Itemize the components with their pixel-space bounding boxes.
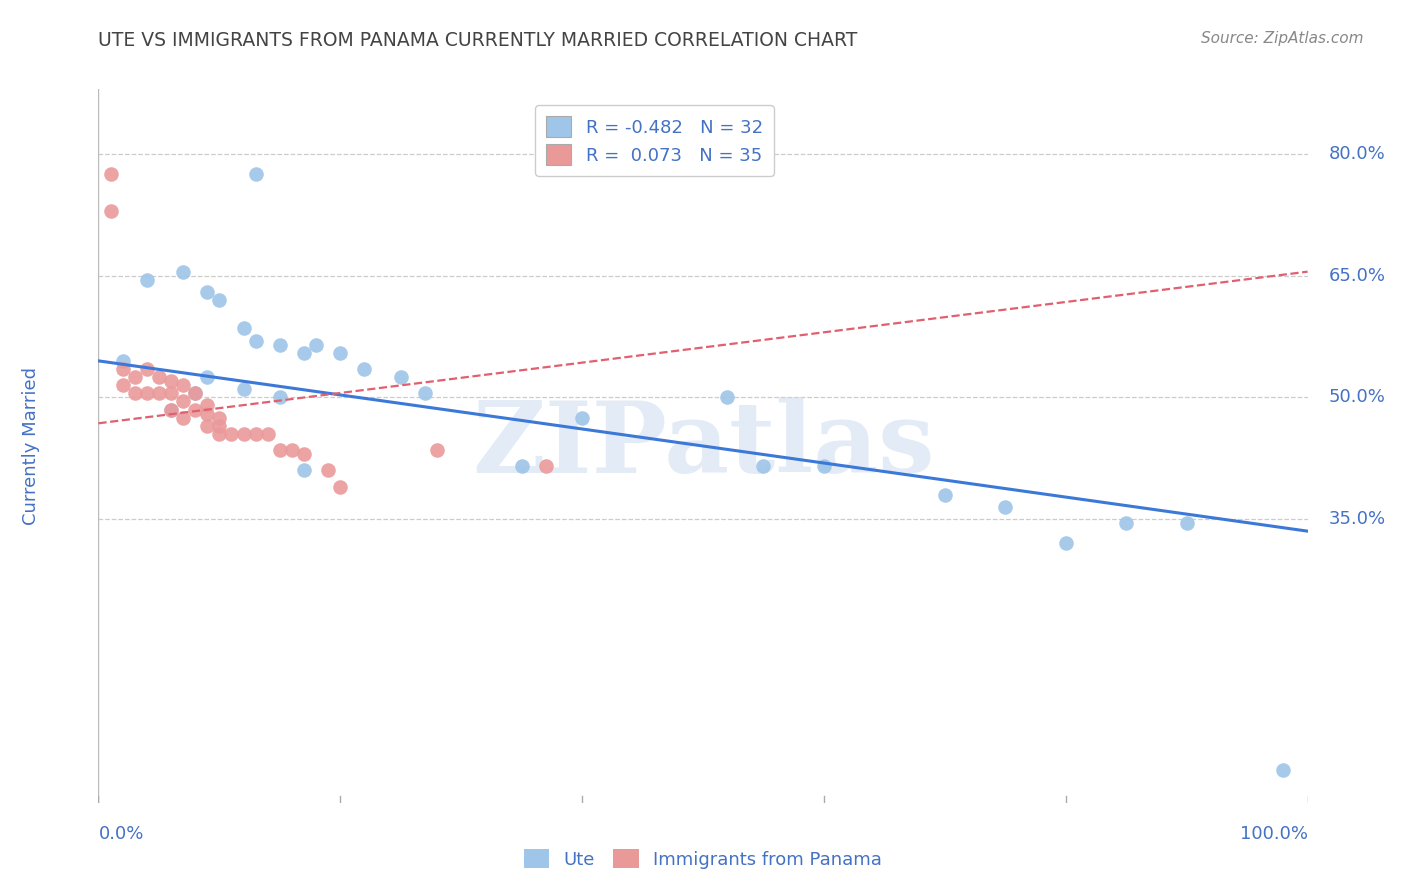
Point (135, 386, 157, 401)
Point (195, 285, 218, 299)
Point (232, 426, 254, 441)
Text: UTE VS IMMIGRANTS FROM PANAMA CURRENTLY MARRIED CORRELATION CHART: UTE VS IMMIGRANTS FROM PANAMA CURRENTLY … (98, 31, 858, 50)
Point (208, 293, 231, 307)
Point (316, 463, 339, 477)
Point (245, 167, 267, 181)
Point (184, 386, 207, 401)
Point (208, 418, 231, 433)
Point (292, 463, 315, 477)
Point (160, 386, 183, 401)
Point (232, 382, 254, 396)
Point (1054, 536, 1077, 550)
Point (100, 203, 122, 218)
Point (426, 443, 449, 458)
Point (208, 410, 231, 425)
Point (1272, 764, 1295, 778)
Legend: Ute, Immigrants from Panama: Ute, Immigrants from Panama (517, 842, 889, 876)
Text: Source: ZipAtlas.com: Source: ZipAtlas.com (1201, 31, 1364, 46)
Text: 50.0%: 50.0% (1329, 388, 1385, 407)
Point (329, 479, 352, 493)
Point (148, 370, 170, 384)
Point (329, 345, 352, 359)
Point (100, 167, 122, 181)
Point (292, 447, 315, 461)
Point (413, 386, 436, 401)
Point (510, 459, 533, 474)
Legend: R = -0.482   N = 32, R =  0.073   N = 35: R = -0.482 N = 32, R = 0.073 N = 35 (536, 105, 773, 176)
Point (292, 345, 315, 359)
Point (813, 459, 835, 474)
Text: 65.0%: 65.0% (1329, 267, 1386, 285)
Point (195, 407, 218, 421)
Point (160, 374, 183, 388)
Point (172, 410, 194, 425)
Point (389, 370, 412, 384)
Text: Currently Married: Currently Married (22, 367, 39, 525)
Point (994, 500, 1017, 514)
Point (111, 362, 134, 376)
Point (184, 386, 207, 401)
Point (256, 426, 278, 441)
Point (1175, 516, 1198, 530)
Point (1115, 516, 1137, 530)
Point (172, 265, 194, 279)
Point (232, 321, 254, 335)
Text: 0.0%: 0.0% (98, 825, 143, 843)
Point (195, 370, 218, 384)
Point (135, 362, 157, 376)
Point (124, 370, 146, 384)
Point (716, 390, 738, 404)
Point (934, 488, 956, 502)
Point (195, 399, 218, 413)
Point (172, 378, 194, 392)
Point (148, 386, 170, 401)
Point (135, 273, 157, 287)
Point (124, 386, 146, 401)
Point (160, 402, 183, 417)
Point (571, 410, 593, 425)
Point (195, 418, 218, 433)
Text: 80.0%: 80.0% (1329, 145, 1385, 163)
Point (752, 459, 775, 474)
Point (353, 362, 375, 376)
Point (269, 443, 291, 458)
Point (208, 426, 231, 441)
Point (534, 459, 557, 474)
Point (281, 443, 304, 458)
Point (269, 337, 291, 351)
Text: 35.0%: 35.0% (1329, 510, 1386, 528)
Point (111, 354, 134, 368)
Point (111, 378, 134, 392)
Point (305, 337, 328, 351)
Text: 100.0%: 100.0% (1240, 825, 1308, 843)
Point (160, 402, 183, 417)
Point (184, 402, 207, 417)
Point (245, 426, 267, 441)
Point (269, 390, 291, 404)
Point (245, 334, 267, 348)
Text: ZIPatlas: ZIPatlas (472, 398, 934, 494)
Point (172, 394, 194, 409)
Point (221, 426, 243, 441)
